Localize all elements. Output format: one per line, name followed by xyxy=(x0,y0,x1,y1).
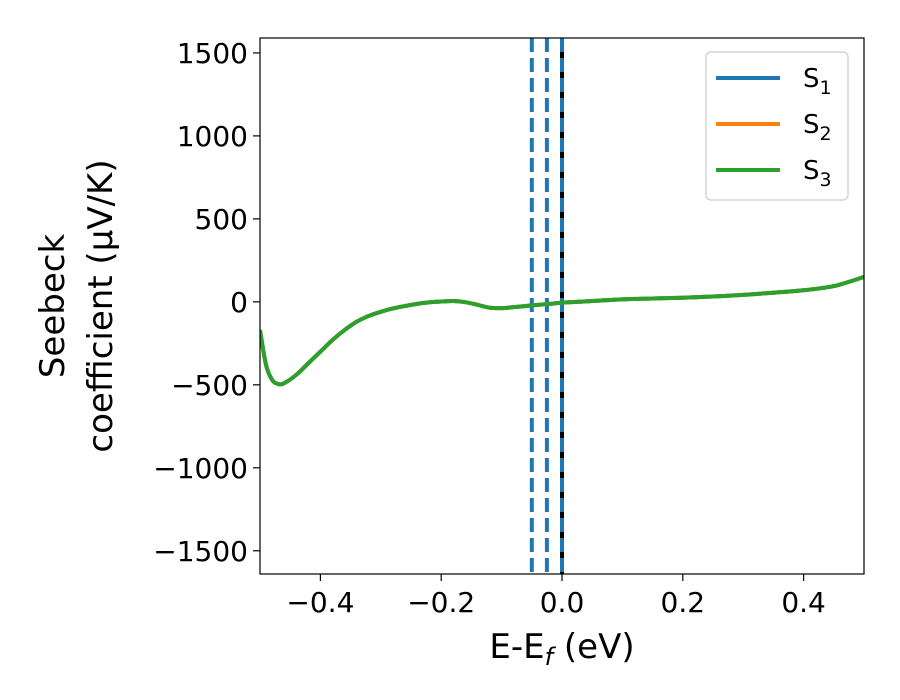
y-tick-label: 500 xyxy=(195,203,248,236)
axis-titles: E-Ef (eV) Seebeck coefficient (μV/K) xyxy=(33,159,635,671)
x-tick-label: 0.2 xyxy=(661,586,706,619)
y-tick-label: 1500 xyxy=(177,37,248,70)
y-axis-title-line2: coefficient (μV/K) xyxy=(81,159,121,452)
x-axis-title: E-Ef (eV) xyxy=(489,627,634,671)
x-axis-ticks: −0.4 −0.2 0.0 0.2 0.4 xyxy=(286,574,826,619)
legend-label-name: S xyxy=(803,64,820,94)
y-axis-ticks: −1500 −1000 −500 0 500 1000 1500 xyxy=(153,37,260,568)
y-tick-label: −1000 xyxy=(153,452,248,485)
y-tick-label: 1000 xyxy=(177,120,248,153)
x-tick-label: 0.0 xyxy=(540,586,585,619)
x-axis-title-unit: (eV) xyxy=(553,627,635,667)
x-tick-label: −0.4 xyxy=(286,586,354,619)
x-tick-label: 0.4 xyxy=(781,586,826,619)
legend-label-s1: S1 xyxy=(803,64,832,99)
y-tick-label: −500 xyxy=(171,369,248,402)
data-curves xyxy=(260,275,864,387)
x-axis-title-main: E-E xyxy=(489,627,544,667)
legend-label-name: S xyxy=(803,156,820,186)
series-line-s3 xyxy=(260,275,864,387)
y-tick-label: 0 xyxy=(230,286,248,319)
legend-label-name: S xyxy=(803,110,820,140)
y-tick-label: −1500 xyxy=(153,535,248,568)
legend-label-sub: 1 xyxy=(820,77,832,99)
y-axis-title-line1: Seebeck xyxy=(33,234,73,379)
x-tick-label: −0.2 xyxy=(407,586,475,619)
legend-label-s3: S3 xyxy=(803,156,832,191)
legend-label-sub: 3 xyxy=(820,169,832,191)
legend-label-sub: 2 xyxy=(820,123,832,145)
legend-label-s2: S2 xyxy=(803,110,832,145)
